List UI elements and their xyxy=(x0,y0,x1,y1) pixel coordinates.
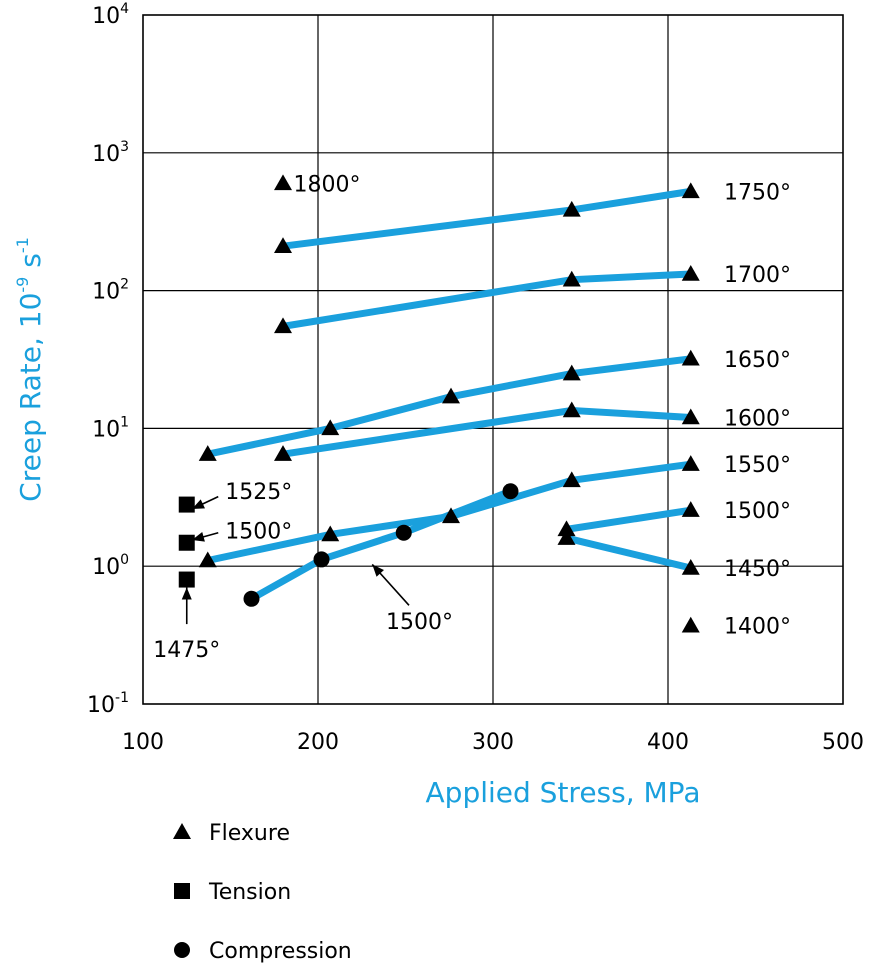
y-axis-title-main: Creep Rate, 10 xyxy=(14,293,47,502)
y-tick-exponent: 2 xyxy=(120,277,129,293)
y-tick-base: 10 xyxy=(92,142,120,167)
data-point xyxy=(274,237,292,253)
data-point xyxy=(395,524,412,541)
temperature-label: 1550° xyxy=(724,453,791,478)
data-point xyxy=(681,408,700,425)
temperature-label: 1750° xyxy=(724,180,791,205)
data-point xyxy=(274,317,292,334)
y-tick-label: 103 xyxy=(92,139,129,167)
legend-label: Compression xyxy=(209,939,352,964)
y-tick-exponent: -1 xyxy=(115,690,129,706)
data-markers xyxy=(178,174,700,633)
legend-flexure-marker xyxy=(173,823,191,839)
x-axis-title: Applied Stress, MPa xyxy=(426,776,701,809)
legend-compression-marker xyxy=(174,942,190,958)
data-point xyxy=(442,507,460,524)
temperature-label: 1800° xyxy=(294,172,361,197)
y-tick-label: 102 xyxy=(92,277,129,305)
y-tick-base: 10 xyxy=(87,693,115,718)
annotation-arrows xyxy=(181,495,410,625)
x-tick-label: 400 xyxy=(647,730,689,755)
data-point xyxy=(321,525,340,542)
y-tick-exponent: 3 xyxy=(120,139,129,155)
series-line xyxy=(282,270,691,330)
y-tick-label: 100 xyxy=(92,552,129,580)
data-point xyxy=(557,520,576,537)
data-point xyxy=(681,182,700,199)
y-tick-label: 104 xyxy=(92,1,129,29)
data-point xyxy=(243,590,260,607)
x-axis-ticks: 100 200 300 400 500 xyxy=(122,730,864,755)
data-point xyxy=(562,364,581,381)
temperature-label: 1525° xyxy=(225,480,292,505)
data-point xyxy=(681,455,700,471)
data-point xyxy=(198,445,217,461)
legend: Flexure Tension Compression xyxy=(173,821,352,964)
data-point xyxy=(562,200,581,217)
temperature-label: 1400° xyxy=(724,615,791,640)
y-axis-title-unit-exponent: -1 xyxy=(13,237,32,253)
y-tick-exponent: 1 xyxy=(120,414,129,430)
temperature-label: 1450° xyxy=(724,557,791,582)
data-point xyxy=(178,496,195,513)
y-tick-base: 10 xyxy=(92,417,120,442)
x-tick-label: 300 xyxy=(472,730,514,755)
data-point xyxy=(274,174,292,191)
data-point xyxy=(502,483,519,500)
x-tick-label: 500 xyxy=(822,730,864,755)
data-point xyxy=(321,419,340,436)
series-line xyxy=(565,506,692,533)
annotation-arrow-head xyxy=(181,587,192,600)
data-point xyxy=(274,445,292,461)
series-line xyxy=(249,487,512,602)
y-tick-exponent: 4 xyxy=(120,1,129,17)
data-point xyxy=(178,534,195,551)
y-axis-title: Creep Rate, 10-9 s-1 xyxy=(13,237,47,502)
y-tick-exponent: 0 xyxy=(120,552,129,568)
y-tick-base: 10 xyxy=(92,280,120,305)
temperature-label: 1700° xyxy=(724,263,791,288)
legend-label: Tension xyxy=(208,880,291,905)
temperature-labels: 1800° 1750° 1700° 1650° 1600° 1550° 1500° 1450°… xyxy=(153,172,791,663)
series-line xyxy=(207,355,692,458)
data-point xyxy=(198,551,217,568)
data-point xyxy=(681,501,700,517)
data-point xyxy=(557,529,576,545)
data-point xyxy=(681,264,700,281)
x-tick-label: 100 xyxy=(122,730,164,755)
data-point xyxy=(313,551,330,568)
series-line xyxy=(282,187,692,250)
data-point xyxy=(681,616,700,633)
data-point xyxy=(562,401,581,418)
data-point xyxy=(442,387,460,404)
annotation-arrow-head xyxy=(192,499,205,510)
series-line xyxy=(565,534,692,572)
data-point xyxy=(562,471,581,488)
temperature-label: 1600° xyxy=(724,406,791,431)
legend-tension-marker xyxy=(174,883,190,899)
temperature-label: 1500° xyxy=(225,519,292,544)
data-point xyxy=(562,270,581,287)
plot-area-frame xyxy=(142,14,844,705)
y-tick-label: 101 xyxy=(92,414,129,442)
legend-label: Flexure xyxy=(209,821,290,846)
temperature-label: 1500° xyxy=(386,610,453,635)
data-point xyxy=(178,571,195,588)
y-tick-base: 10 xyxy=(92,555,120,580)
series-line xyxy=(282,406,691,458)
temperature-label: 1500° xyxy=(724,499,791,524)
y-tick-base: 10 xyxy=(92,4,120,29)
data-point xyxy=(681,349,700,366)
temperature-label: 1475° xyxy=(153,638,220,663)
y-tick-label: 10-1 xyxy=(87,690,129,718)
annotation-arrow-head xyxy=(372,564,384,577)
annotation-arrow-head xyxy=(192,531,205,542)
y-axis-title-unit: s xyxy=(14,253,47,277)
temperature-label: 1650° xyxy=(724,348,791,373)
y-axis-title-exponent: -9 xyxy=(13,277,32,293)
data-point xyxy=(681,559,700,575)
x-tick-label: 200 xyxy=(297,730,339,755)
